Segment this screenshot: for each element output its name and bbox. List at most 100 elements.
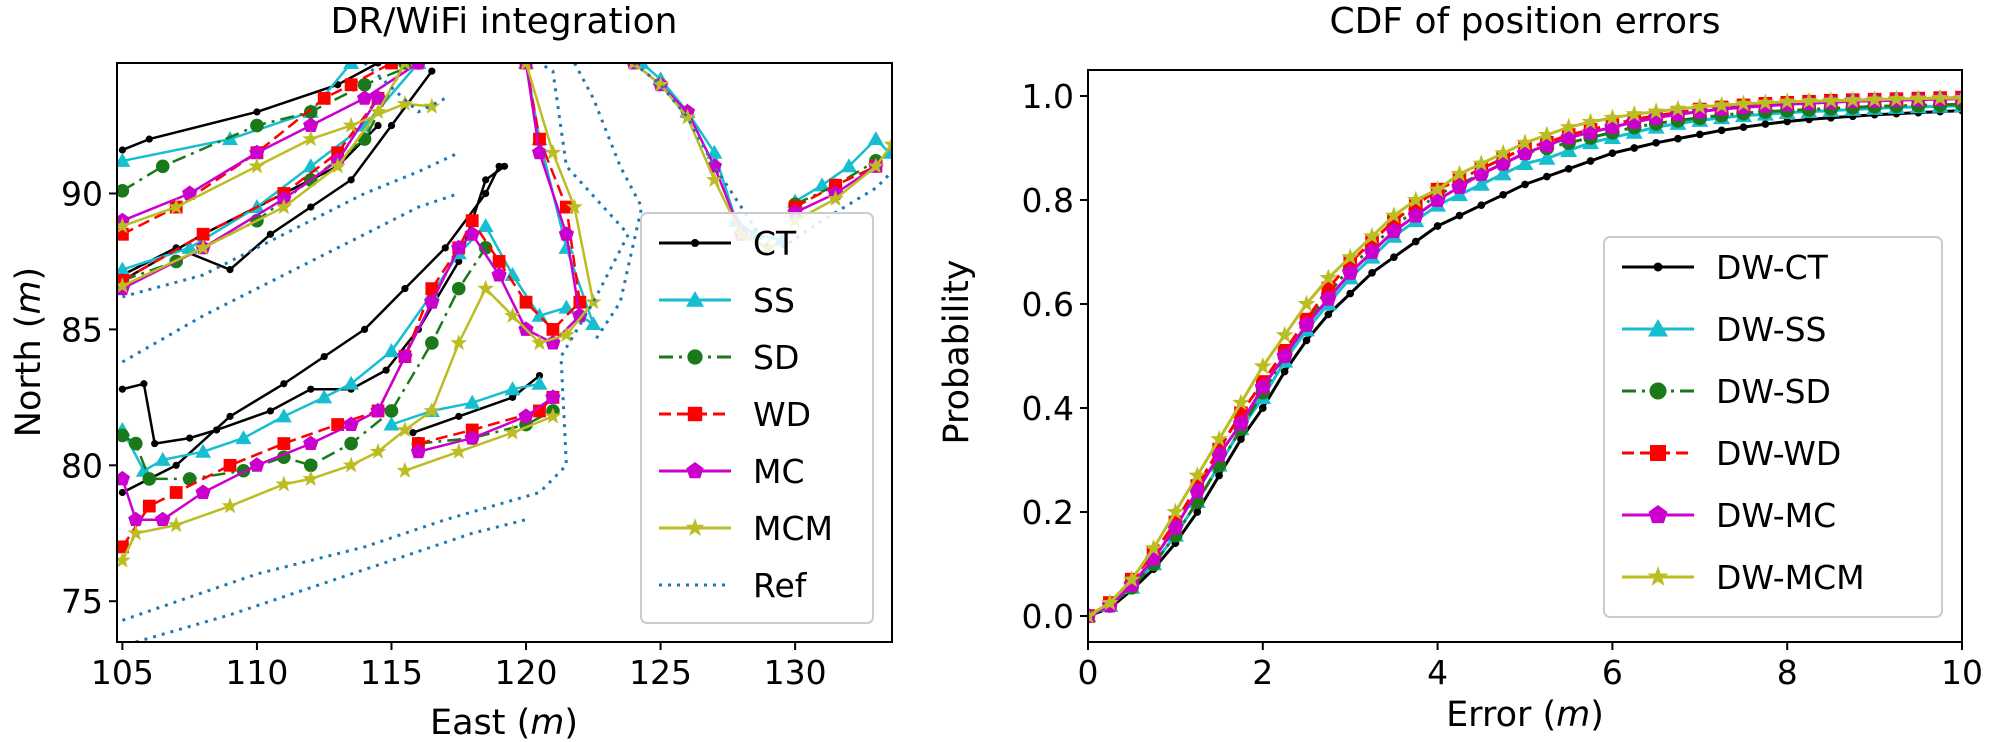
- data-point: [1538, 125, 1556, 143]
- data-point: [558, 226, 574, 241]
- data-point: [1843, 90, 1862, 108]
- legend-marker: [1650, 445, 1666, 461]
- y-tick-label: 0.2: [1022, 493, 1074, 532]
- legend-label: DW-MC: [1716, 496, 1836, 535]
- legend-label: MCM: [753, 509, 833, 548]
- series-line-mc: [418, 396, 554, 453]
- legend-marker: [686, 462, 704, 479]
- data-point: [1516, 133, 1534, 151]
- data-point: [1193, 508, 1202, 516]
- data-point: [329, 157, 346, 174]
- data-point: [226, 412, 234, 420]
- data-point: [585, 315, 602, 330]
- legend-entry-wd: WD: [659, 395, 811, 434]
- data-point: [544, 143, 562, 160]
- data-point: [1608, 149, 1617, 158]
- legend-frame: [1603, 236, 1943, 618]
- y-tick-label: 1.0: [1022, 77, 1074, 116]
- series-line-ref: [135, 518, 527, 642]
- data-point: [1674, 134, 1682, 143]
- legend-entry-sd: SD: [659, 338, 799, 377]
- series-ct: [118, 63, 544, 497]
- data-point: [867, 157, 885, 174]
- data-point: [357, 77, 372, 92]
- data-point: [117, 277, 131, 293]
- series-line-sd: [418, 409, 554, 445]
- data-point: [531, 375, 548, 390]
- data-point: [464, 430, 480, 445]
- chart-dr-wifi: DR/WiFi integration 105 110 115 120 125 130 7…: [9, 1, 893, 742]
- data-point: [546, 322, 560, 336]
- legend-entry-dw-ct: DW-CT: [1622, 248, 1829, 287]
- data-point: [307, 385, 315, 393]
- data-point: [1712, 96, 1731, 113]
- series-line-wd: [418, 396, 554, 445]
- data-point: [1254, 378, 1271, 395]
- data-point: [504, 423, 521, 440]
- data-point: [1739, 123, 1748, 132]
- data-point: [1800, 91, 1818, 109]
- data-point: [1189, 482, 1206, 499]
- axes-frame-left: [116, 62, 893, 643]
- data-point: [167, 198, 185, 215]
- data-point: [303, 435, 319, 450]
- series-line-mc: [121, 63, 420, 222]
- data-point: [356, 117, 373, 132]
- data-point: [1559, 117, 1578, 135]
- data-point: [303, 117, 319, 132]
- x-tick-label: 4: [1427, 653, 1448, 692]
- data-point: [491, 267, 507, 282]
- data-point: [331, 418, 345, 431]
- chart-title-left: DR/WiFi integration: [331, 1, 678, 42]
- data-point: [519, 295, 533, 309]
- data-point: [572, 307, 588, 323]
- data-point: [117, 227, 129, 241]
- data-point: [302, 470, 320, 486]
- data-point: [652, 75, 669, 92]
- series-line-ss: [122, 63, 353, 163]
- series-line-ss: [122, 63, 420, 271]
- x-tick-label: 105: [91, 653, 154, 692]
- data-point: [814, 177, 831, 192]
- data-point: [1734, 94, 1753, 112]
- legend-label: DW-WD: [1716, 434, 1841, 473]
- data-point: [706, 171, 723, 187]
- x-axis-label-left: East (m): [430, 703, 578, 742]
- data-point: [397, 348, 413, 363]
- data-point: [145, 135, 153, 143]
- data-point: [545, 389, 561, 404]
- data-point: [1122, 570, 1141, 588]
- data-point: [118, 385, 126, 393]
- y-axis-left: 75 80 85 90: [61, 174, 117, 621]
- data-point: [1341, 247, 1360, 265]
- chart-title-right: CDF of position errors: [1329, 1, 1720, 42]
- data-point: [221, 497, 239, 514]
- data-point: [186, 434, 194, 442]
- data-point: [343, 63, 360, 69]
- data-point: [117, 261, 131, 276]
- data-point: [343, 375, 360, 390]
- data-point: [117, 428, 130, 443]
- data-point: [477, 279, 494, 296]
- data-point: [559, 200, 573, 214]
- data-point: [533, 132, 546, 146]
- data-point: [1455, 211, 1464, 220]
- x-tick-label: 8: [1777, 653, 1798, 692]
- legend-marker: [687, 406, 703, 422]
- data-point: [455, 257, 463, 266]
- data-point: [451, 281, 466, 296]
- data-point: [151, 439, 159, 448]
- data-point: [1406, 190, 1425, 208]
- data-point: [117, 217, 131, 234]
- data-point: [253, 108, 261, 116]
- data-point: [1319, 268, 1338, 286]
- legend-entry-dw-wd: DW-WD: [1622, 434, 1841, 473]
- data-point: [867, 131, 884, 146]
- data-point: [1564, 164, 1573, 173]
- data-point: [155, 511, 171, 527]
- x-tick-label: 110: [225, 653, 288, 692]
- data-point: [248, 157, 266, 174]
- data-point: [455, 412, 463, 420]
- data-point: [883, 135, 892, 152]
- data-point: [383, 416, 400, 431]
